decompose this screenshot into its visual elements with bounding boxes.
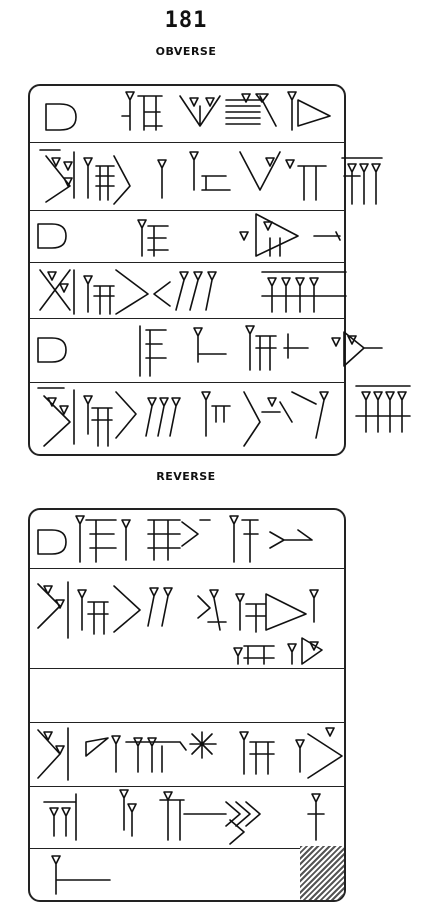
- text-number: 181: [164, 8, 208, 33]
- sign-wedges: [179, 95, 221, 127]
- sign-wedges: [43, 793, 77, 841]
- sign-wedges: [189, 151, 231, 191]
- sign-wedges: [147, 587, 173, 627]
- obverse-line-divider: [30, 382, 344, 383]
- sign-wedges: [39, 269, 75, 315]
- sign-wedges: [77, 585, 141, 635]
- sign-wedges: [225, 93, 277, 127]
- obverse-label: OBVERSE: [155, 45, 217, 58]
- obverse-line-divider: [30, 210, 344, 211]
- reverse-face: [28, 508, 346, 902]
- reverse-line-divider: [30, 722, 344, 723]
- sign-disk: [37, 529, 67, 555]
- sign-wedges: [261, 271, 347, 313]
- sign-disk: [45, 103, 77, 131]
- sign-wedges: [239, 151, 327, 201]
- sign-wedges: [37, 387, 75, 447]
- reverse-line-divider: [30, 568, 344, 569]
- sign-wedges: [225, 801, 261, 845]
- sign-wedges: [307, 793, 325, 841]
- sign-wedges: [121, 91, 163, 131]
- sign-wedges: [139, 325, 167, 377]
- sign-wedges: [137, 219, 169, 257]
- sign-wedges: [153, 271, 217, 311]
- reverse-cuneiform-signs: [37, 515, 343, 895]
- sign-wedges: [37, 581, 69, 639]
- sign-wedges: [355, 385, 411, 433]
- sign-wedges: [189, 731, 217, 759]
- obverse-cuneiform-signs: [37, 91, 411, 447]
- sign-wedges: [239, 213, 341, 257]
- damaged-corner-hatching: [300, 846, 344, 900]
- sign-wedges: [193, 327, 227, 363]
- sign-disk: [37, 223, 67, 249]
- sign-disk: [37, 337, 67, 363]
- sign-wedges: [159, 791, 227, 841]
- sign-wedges: [287, 91, 331, 131]
- sign-wedges: [197, 589, 227, 631]
- reverse-line-divider: [30, 668, 344, 669]
- obverse-face: [28, 84, 411, 456]
- sign-wedges: [157, 159, 167, 199]
- sign-wedges: [243, 391, 329, 447]
- sign-wedges: [51, 855, 111, 895]
- sign-wedges: [125, 737, 187, 773]
- sign-wedges: [39, 149, 75, 203]
- sign-wedges: [295, 727, 343, 779]
- obverse-line-divider: [30, 142, 344, 143]
- reverse-line-divider: [30, 786, 344, 787]
- sign-wedges: [83, 155, 131, 205]
- sign-wedges: [331, 331, 383, 367]
- sign-wedges: [233, 637, 323, 665]
- sign-wedges: [341, 157, 383, 205]
- sign-wedges: [83, 269, 149, 315]
- reverse-label: REVERSE: [156, 470, 216, 483]
- sign-wedges: [229, 515, 313, 563]
- sign-wedges: [75, 515, 131, 563]
- sign-wedges: [119, 789, 137, 837]
- sign-wedges: [201, 391, 231, 437]
- reverse-line-divider: [30, 848, 344, 849]
- sign-wedges: [235, 589, 319, 633]
- obverse-line-divider: [30, 318, 344, 319]
- sign-wedges: [37, 727, 69, 781]
- sign-wedges: [83, 391, 137, 447]
- sign-wedges: [239, 731, 275, 775]
- sign-wedges: [147, 519, 211, 561]
- obverse-line-divider: [30, 262, 344, 263]
- sign-wedges: [85, 735, 121, 773]
- sign-wedges: [245, 325, 309, 371]
- sign-wedges: [145, 397, 181, 437]
